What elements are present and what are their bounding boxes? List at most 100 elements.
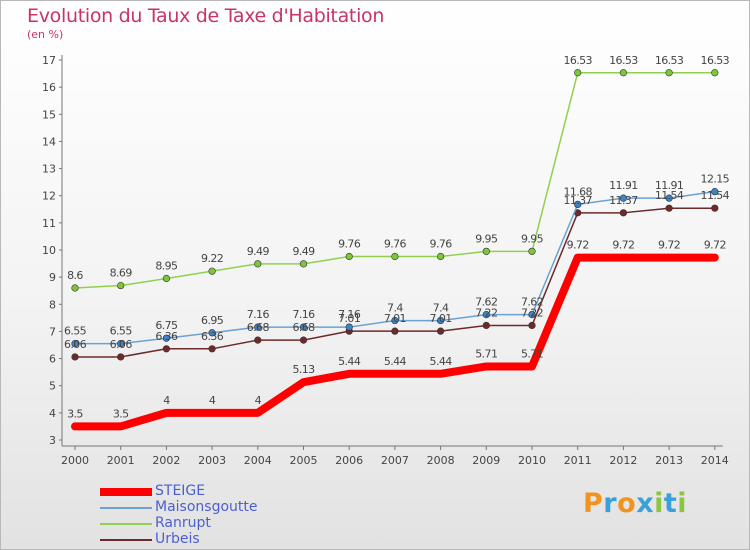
data-label-maisonsgoutte: 7.16: [338, 308, 361, 321]
point-urbeis: [391, 327, 399, 335]
legend-label: Maisonsgoutte: [155, 499, 258, 515]
x-tick-label: 2001: [107, 454, 135, 467]
x-tick-label: 2010: [518, 454, 546, 467]
point-ranrupt: [299, 260, 308, 268]
data-label-maisonsgoutte: 6.75: [155, 319, 178, 332]
data-label-steige: 5.44: [384, 355, 407, 368]
data-label-urbeis: 11.54: [655, 189, 684, 202]
point-maisonsgoutte: [71, 340, 79, 348]
x-tick-label: 2002: [152, 454, 180, 467]
point-steige: [346, 370, 353, 377]
point-maisonsgoutte: [528, 311, 536, 319]
data-label-maisonsgoutte: 7.16: [247, 308, 270, 321]
point-urbeis: [482, 321, 490, 330]
x-tick-label: 2014: [701, 454, 729, 467]
point-urbeis: [665, 204, 673, 212]
x-tick-label: 2013: [655, 454, 683, 467]
data-label-maisonsgoutte: 12.15: [701, 173, 730, 186]
logo-letter: i: [654, 488, 664, 519]
point-maisonsgoutte: [345, 323, 353, 331]
y-tick-label: 11: [42, 217, 56, 230]
point-ranrupt: [528, 247, 536, 255]
y-tick-label: 5: [49, 380, 56, 393]
logo-letter: x: [636, 488, 655, 519]
point-ranrupt: [117, 281, 125, 290]
data-label-steige: 5.44: [338, 355, 361, 368]
y-tick-label: 12: [42, 190, 56, 203]
point-ranrupt: [162, 274, 170, 283]
y-tick-label: 8: [49, 298, 56, 311]
data-label-steige: 9.72: [612, 239, 634, 252]
data-label-steige: 4: [255, 394, 262, 407]
data-label-steige: 5.44: [430, 355, 453, 368]
data-label-maisonsgoutte: 7.4: [433, 302, 449, 315]
data-label-steige: 9.72: [658, 239, 680, 252]
data-label-urbeis: 6.68: [292, 321, 315, 334]
data-label-ranrupt: 8.95: [155, 260, 178, 273]
y-tick-label: 13: [42, 163, 56, 176]
data-label-ranrupt: 16.53: [609, 54, 638, 67]
unit-label: (en %): [27, 28, 64, 41]
point-ranrupt: [619, 69, 628, 77]
point-urbeis: [208, 345, 216, 353]
y-tick-label: 3: [49, 434, 56, 447]
data-label-steige: 4: [163, 394, 170, 407]
point-maisonsgoutte: [162, 334, 170, 342]
point-steige: [666, 254, 673, 261]
legend-item-urbeis: Urbeis: [100, 531, 340, 548]
legend-swatch: [100, 539, 152, 541]
point-steige: [483, 363, 490, 370]
logo-letter: i: [677, 488, 688, 519]
point-urbeis: [711, 204, 719, 212]
point-maisonsgoutte: [574, 200, 582, 208]
data-label-ranrupt: 9.76: [384, 238, 407, 251]
point-steige: [254, 409, 261, 416]
data-label-ranrupt: 16.53: [701, 54, 730, 67]
y-tick-label: 17: [42, 54, 56, 67]
data-label-steige: 5.13: [292, 363, 315, 376]
data-label-ranrupt: 16.53: [563, 54, 592, 67]
point-steige: [620, 254, 627, 261]
point-ranrupt: [71, 284, 79, 292]
data-label-maisonsgoutte: 7.62: [475, 296, 497, 309]
point-maisonsgoutte: [482, 311, 490, 319]
point-steige: [391, 370, 398, 377]
legend-item-steige: STEIGE: [100, 483, 340, 500]
x-tick-label: 2005: [290, 454, 318, 467]
point-maisonsgoutte: [391, 316, 399, 325]
point-maisonsgoutte: [254, 323, 262, 331]
data-label-steige: 3.5: [67, 407, 83, 420]
point-urbeis: [162, 345, 170, 353]
point-ranrupt: [574, 69, 582, 77]
x-tick-label: 2011: [564, 454, 592, 467]
data-label-steige: 4: [209, 394, 216, 407]
data-label-urbeis: 6.06: [110, 338, 133, 351]
data-label-ranrupt: 16.53: [655, 54, 684, 67]
point-maisonsgoutte: [619, 194, 628, 202]
point-steige: [711, 254, 718, 261]
x-tick-label: 2009: [472, 454, 500, 467]
point-steige: [209, 409, 216, 416]
data-label-maisonsgoutte: 6.55: [64, 325, 87, 338]
x-tick-label: 2000: [61, 454, 89, 467]
y-tick-label: 6: [49, 353, 56, 366]
y-tick-label: 16: [42, 81, 56, 94]
legend-swatch: [100, 507, 152, 509]
legend: STEIGE Maisonsgoutte Ranrupt Urbeis: [100, 483, 340, 548]
data-label-urbeis: 6.06: [64, 338, 87, 351]
data-label-maisonsgoutte: 6.95: [201, 314, 224, 327]
data-label-maisonsgoutte: 11.68: [563, 185, 592, 198]
logo-letter: t: [663, 488, 678, 519]
x-tick-label: 2008: [427, 454, 455, 467]
point-maisonsgoutte: [299, 323, 308, 331]
data-label-steige: 5.71: [521, 347, 543, 360]
point-urbeis: [299, 336, 308, 344]
legend-label: Ranrupt: [155, 515, 211, 531]
data-label-urbeis: 6.36: [201, 330, 224, 343]
x-tick-label: 2003: [198, 454, 226, 467]
data-label-maisonsgoutte: 7.4: [387, 302, 403, 315]
data-label-ranrupt: 9.76: [338, 238, 361, 251]
point-ranrupt: [208, 267, 216, 275]
data-label-steige: 5.71: [475, 347, 497, 360]
